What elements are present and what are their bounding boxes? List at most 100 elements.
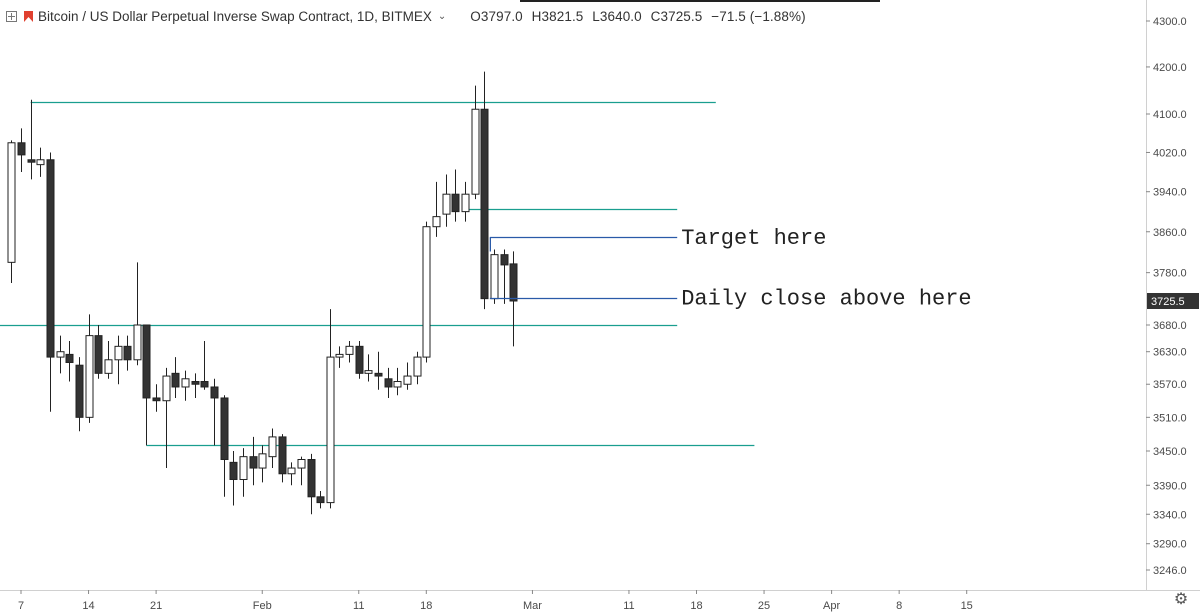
- candle: [162, 367, 171, 469]
- candle-body: [509, 263, 518, 302]
- expand-icon[interactable]: [6, 10, 17, 22]
- candle-body: [345, 345, 354, 355]
- candle: [326, 309, 335, 509]
- candle-body: [326, 356, 335, 504]
- x-tick-label: 11: [353, 600, 364, 612]
- candle: [258, 445, 267, 483]
- x-tick-label: 11: [623, 600, 634, 612]
- candle-body: [114, 345, 123, 361]
- candle: [104, 340, 113, 379]
- y-tick-label: 3246.0: [1153, 565, 1187, 577]
- change-value: −71.5 (−1.88%): [711, 8, 806, 24]
- candle: [268, 428, 277, 469]
- candle-body: [56, 351, 65, 358]
- candle: [85, 314, 94, 423]
- candle: [210, 378, 219, 446]
- last-price-label: 3725.5: [1151, 296, 1185, 308]
- candle: [133, 262, 142, 366]
- candle-body: [17, 142, 26, 156]
- y-tick-label: 3450.0: [1153, 446, 1187, 458]
- candle-body: [162, 375, 171, 402]
- candle-body: [229, 461, 238, 481]
- y-tick-label: 3680.0: [1153, 320, 1187, 332]
- candle: [220, 395, 229, 497]
- candle-body: [480, 108, 489, 300]
- y-tick-label: 3940.0: [1153, 187, 1187, 199]
- x-tick-label: 18: [420, 600, 432, 612]
- candle-body: [152, 397, 161, 402]
- candle: [316, 491, 325, 509]
- chevron-down-icon[interactable]: ⌄: [437, 10, 447, 22]
- x-tick-label: 8: [896, 600, 902, 612]
- candle-body: [500, 254, 509, 266]
- candle: [297, 456, 306, 486]
- y-tick-label: 3860.0: [1153, 227, 1187, 239]
- candle-body: [490, 254, 499, 300]
- candle-body: [75, 364, 84, 418]
- gear-icon[interactable]: ⚙: [1173, 591, 1189, 608]
- candle: [442, 174, 451, 227]
- candle: [200, 340, 209, 390]
- candle: [278, 434, 287, 483]
- candle-body: [384, 378, 393, 388]
- candle: [27, 99, 36, 180]
- x-tick-label: 7: [18, 600, 24, 612]
- candle: [239, 448, 248, 497]
- candle-body: [374, 372, 383, 377]
- x-tick-label: Mar: [523, 600, 542, 612]
- candlesticks: [7, 71, 518, 515]
- horizontal-lines: [0, 101, 755, 447]
- candle-body: [65, 353, 74, 363]
- x-tick-label: Apr: [823, 600, 840, 612]
- candle-body: [307, 459, 316, 498]
- low-value: L3640.0: [592, 8, 642, 24]
- candle: [181, 370, 190, 401]
- y-tick-label: 3630.0: [1153, 347, 1187, 359]
- bitmex-logo-icon: [24, 10, 33, 22]
- candle-body: [200, 381, 209, 388]
- candle: [36, 147, 45, 177]
- y-tick-label: 4100.0: [1153, 109, 1187, 121]
- x-tick-label: 25: [758, 600, 770, 612]
- candle: [335, 346, 344, 368]
- candle-body: [123, 345, 132, 361]
- candle-body: [355, 345, 364, 374]
- candle-body: [316, 496, 325, 504]
- candle-body: [7, 142, 16, 263]
- candle: [374, 351, 383, 390]
- last-price-marker: [1147, 293, 1199, 310]
- candle: [471, 85, 480, 200]
- annotation-text: Daily close above here: [681, 287, 971, 312]
- open-value: O3797.0: [470, 8, 523, 24]
- candle-body: [46, 159, 55, 358]
- candle: [307, 453, 316, 515]
- candle: [75, 357, 84, 432]
- annotations: Target here Daily close above here: [489, 226, 972, 312]
- candle-body: [471, 108, 480, 195]
- candle: [65, 340, 74, 382]
- candle: [403, 362, 412, 390]
- candle: [94, 324, 103, 379]
- y-tick-label: 4200.0: [1153, 62, 1187, 74]
- candle-body: [278, 436, 287, 475]
- candle: [393, 367, 402, 396]
- y-tick-label: 3290.0: [1153, 539, 1187, 551]
- candle-body: [364, 370, 373, 374]
- header-top-rule: [520, 0, 880, 2]
- symbol-title[interactable]: Bitcoin / US Dollar Perpetual Inverse Sw…: [38, 8, 432, 24]
- x-tick-label: Feb: [253, 600, 272, 612]
- candle: [171, 357, 180, 398]
- candle: [229, 450, 238, 506]
- candle-body: [191, 381, 200, 385]
- candle-body: [239, 456, 248, 481]
- candle: [461, 181, 470, 222]
- close-value: C3725.5: [650, 8, 703, 24]
- x-tick-label: 18: [690, 600, 702, 612]
- candle-body: [27, 159, 36, 163]
- y-tick-label: 4300.0: [1153, 16, 1187, 28]
- candle: [422, 221, 431, 363]
- x-tick-label: 14: [82, 600, 94, 612]
- candle: [413, 351, 422, 385]
- candle-body: [210, 386, 219, 399]
